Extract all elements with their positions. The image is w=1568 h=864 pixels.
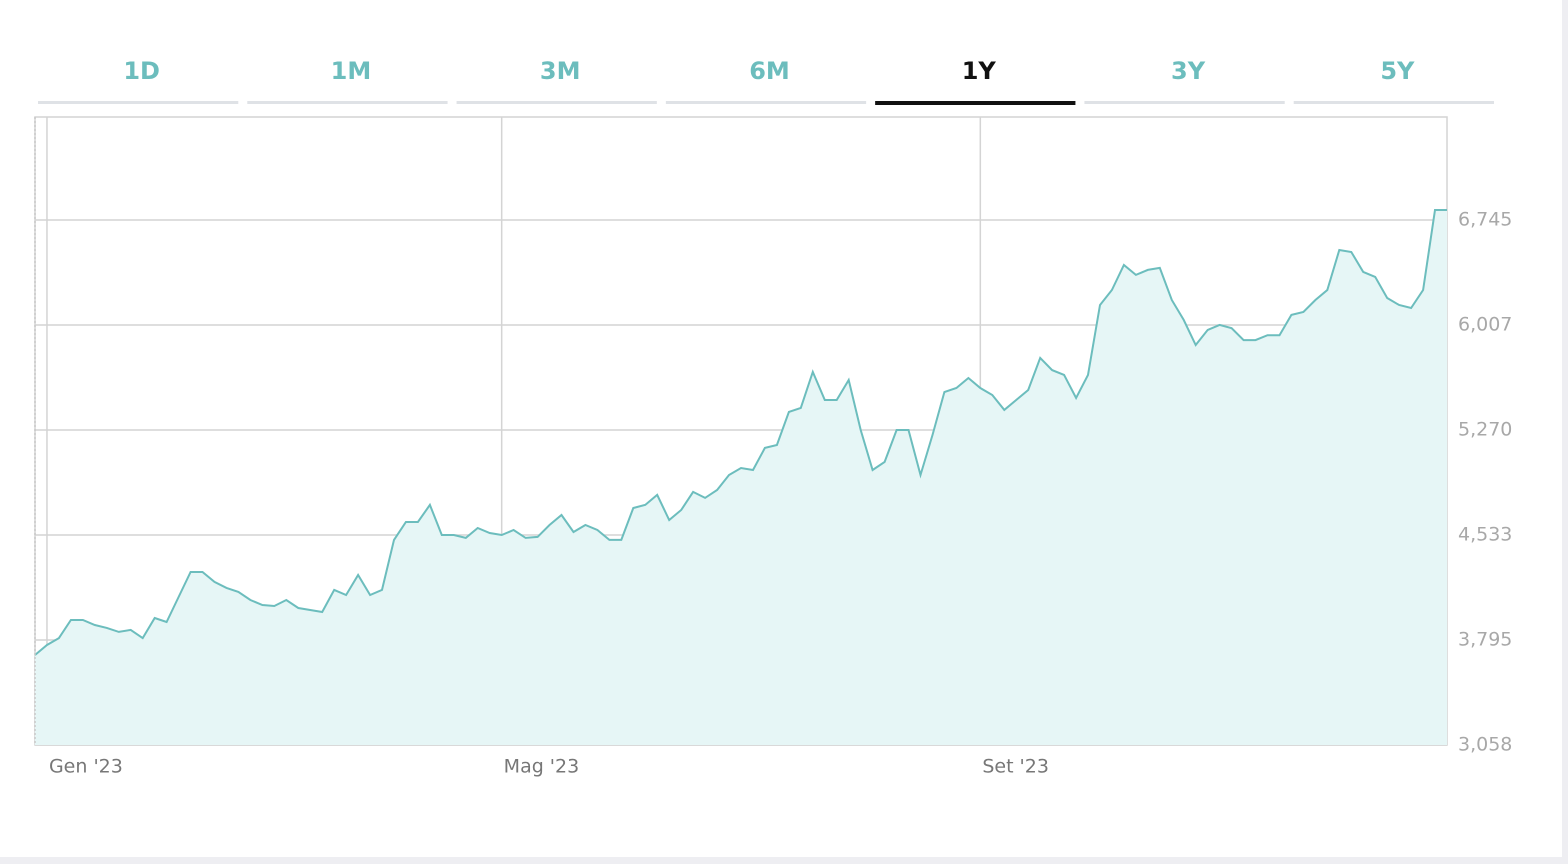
tab-label[interactable]: 1D [123,57,160,85]
tab-label[interactable]: 5Y [1380,57,1415,85]
tab-underline[interactable] [1084,101,1285,104]
x-tick-label: Mag '23 [504,756,580,778]
tab-label[interactable]: 3Y [1171,57,1206,85]
tab-label[interactable]: 6M [749,57,790,85]
tab-label[interactable]: 3M [540,57,581,85]
tab-label[interactable]: 1M [331,57,372,85]
tab-underline[interactable] [38,101,239,104]
x-tick-label: Gen '23 [49,756,123,778]
y-tick-label: 4,533 [1458,523,1512,545]
line [34,209,1447,656]
y-tick-label: 6,745 [1458,208,1512,230]
y-tick-label: 3,058 [1458,734,1512,756]
tab-underline[interactable] [247,101,448,104]
x-tick-label: Set '23 [982,756,1049,778]
y-tick-label: 3,795 [1458,629,1512,651]
tab-underline[interactable] [875,101,1076,105]
tab-label[interactable]: 1Y [962,57,997,85]
tab-underline[interactable] [456,101,657,104]
y-tick-label: 6,007 [1458,314,1512,336]
tab-underline[interactable] [665,101,867,104]
tab-underline[interactable] [1293,101,1494,104]
y-tick-label: 5,270 [1458,419,1512,441]
